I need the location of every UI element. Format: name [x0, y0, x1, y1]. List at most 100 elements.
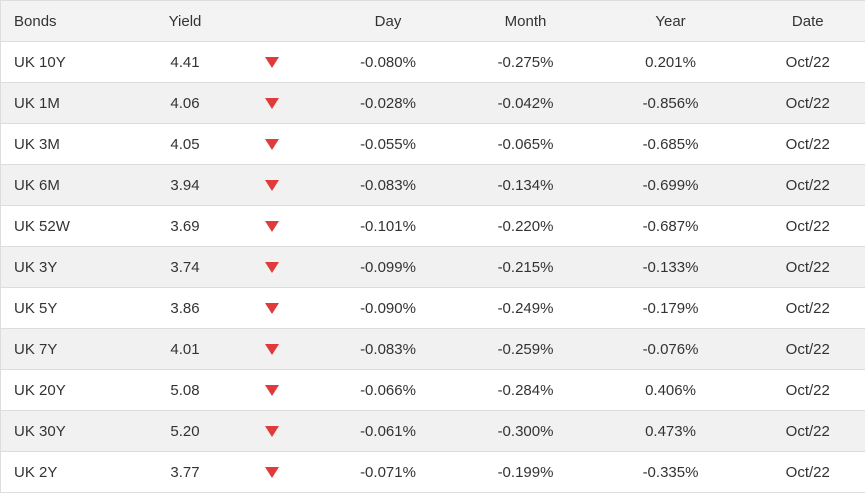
month-change-value: -0.259%: [460, 328, 591, 370]
down-arrow-icon: [264, 221, 279, 233]
date-value: Oct/22: [750, 82, 865, 124]
yield-value: 4.06: [142, 82, 228, 124]
bond-name-link[interactable]: UK 52W: [0, 205, 143, 247]
down-arrow-icon: [264, 303, 279, 315]
change-indicator-cell: [227, 246, 316, 288]
year-change-value: -0.179%: [590, 287, 751, 329]
down-arrow-icon: [264, 467, 279, 479]
down-arrow-icon: [264, 385, 279, 397]
table-row: UK 52W 3.69 -0.101% -0.220% -0.687% Oct/…: [0, 205, 865, 247]
year-change-value: -0.076%: [590, 328, 751, 370]
table-header: Bonds Yield Day Month Year Date: [0, 0, 865, 42]
yield-value: 3.86: [142, 287, 228, 329]
day-change-value: -0.071%: [315, 451, 461, 493]
month-change-value: -0.065%: [460, 123, 591, 165]
date-value: Oct/22: [750, 123, 865, 165]
day-change-value: -0.055%: [315, 123, 461, 165]
header-month: Month: [460, 0, 591, 42]
header-bonds: Bonds: [0, 0, 143, 42]
change-indicator-cell: [227, 287, 316, 329]
table-row: UK 2Y 3.77 -0.071% -0.199% -0.335% Oct/2…: [0, 451, 865, 493]
date-value: Oct/22: [750, 451, 865, 493]
month-change-value: -0.042%: [460, 82, 591, 124]
year-change-value: -0.335%: [590, 451, 751, 493]
month-change-value: -0.300%: [460, 410, 591, 452]
year-change-value: -0.685%: [590, 123, 751, 165]
yield-value: 5.20: [142, 410, 228, 452]
bond-table-body: UK 10Y 4.41 -0.080% -0.275% 0.201% Oct/2…: [0, 41, 865, 493]
down-arrow-icon: [264, 426, 279, 438]
yield-value: 3.69: [142, 205, 228, 247]
down-arrow-icon: [264, 57, 279, 69]
day-change-value: -0.083%: [315, 164, 461, 206]
yield-value: 5.08: [142, 369, 228, 411]
year-change-value: 0.473%: [590, 410, 751, 452]
year-change-value: 0.406%: [590, 369, 751, 411]
date-value: Oct/22: [750, 369, 865, 411]
bond-name-link[interactable]: UK 20Y: [0, 369, 143, 411]
year-change-value: -0.699%: [590, 164, 751, 206]
header-row: Bonds Yield Day Month Year Date: [0, 0, 865, 42]
bond-name-link[interactable]: UK 5Y: [0, 287, 143, 329]
date-value: Oct/22: [750, 287, 865, 329]
year-change-value: -0.133%: [590, 246, 751, 288]
change-indicator-cell: [227, 451, 316, 493]
bond-name-link[interactable]: UK 10Y: [0, 41, 143, 83]
table-row: UK 5Y 3.86 -0.090% -0.249% -0.179% Oct/2…: [0, 287, 865, 329]
month-change-value: -0.215%: [460, 246, 591, 288]
header-yield: Yield: [142, 0, 228, 42]
day-change-value: -0.066%: [315, 369, 461, 411]
bond-name-link[interactable]: UK 3M: [0, 123, 143, 165]
change-indicator-cell: [227, 82, 316, 124]
bond-name-link[interactable]: UK 30Y: [0, 410, 143, 452]
down-arrow-icon: [264, 180, 279, 192]
table-row: UK 1M 4.06 -0.028% -0.042% -0.856% Oct/2…: [0, 82, 865, 124]
down-arrow-icon: [264, 98, 279, 110]
change-indicator-cell: [227, 410, 316, 452]
down-arrow-icon: [264, 344, 279, 356]
change-indicator-cell: [227, 205, 316, 247]
bond-name-link[interactable]: UK 6M: [0, 164, 143, 206]
change-indicator-cell: [227, 123, 316, 165]
day-change-value: -0.090%: [315, 287, 461, 329]
yield-value: 4.05: [142, 123, 228, 165]
down-arrow-icon: [264, 139, 279, 151]
header-date: Date: [750, 0, 865, 42]
date-value: Oct/22: [750, 328, 865, 370]
year-change-value: -0.856%: [590, 82, 751, 124]
header-year: Year: [590, 0, 751, 42]
year-change-value: 0.201%: [590, 41, 751, 83]
change-indicator-cell: [227, 41, 316, 83]
date-value: Oct/22: [750, 205, 865, 247]
bond-name-link[interactable]: UK 3Y: [0, 246, 143, 288]
change-indicator-cell: [227, 164, 316, 206]
change-indicator-cell: [227, 369, 316, 411]
yield-value: 4.01: [142, 328, 228, 370]
yield-value: 3.94: [142, 164, 228, 206]
month-change-value: -0.275%: [460, 41, 591, 83]
table-row: UK 3M 4.05 -0.055% -0.065% -0.685% Oct/2…: [0, 123, 865, 165]
month-change-value: -0.134%: [460, 164, 591, 206]
table-row: UK 10Y 4.41 -0.080% -0.275% 0.201% Oct/2…: [0, 41, 865, 83]
day-change-value: -0.101%: [315, 205, 461, 247]
month-change-value: -0.199%: [460, 451, 591, 493]
month-change-value: -0.284%: [460, 369, 591, 411]
bond-name-link[interactable]: UK 1M: [0, 82, 143, 124]
bond-name-link[interactable]: UK 2Y: [0, 451, 143, 493]
date-value: Oct/22: [750, 164, 865, 206]
day-change-value: -0.028%: [315, 82, 461, 124]
yield-value: 3.74: [142, 246, 228, 288]
table-row: UK 3Y 3.74 -0.099% -0.215% -0.133% Oct/2…: [0, 246, 865, 288]
day-change-value: -0.083%: [315, 328, 461, 370]
date-value: Oct/22: [750, 41, 865, 83]
yield-value: 3.77: [142, 451, 228, 493]
header-day: Day: [315, 0, 461, 42]
down-arrow-icon: [264, 262, 279, 274]
header-change-indicator: [227, 0, 316, 42]
day-change-value: -0.061%: [315, 410, 461, 452]
yield-value: 4.41: [142, 41, 228, 83]
bond-name-link[interactable]: UK 7Y: [0, 328, 143, 370]
month-change-value: -0.249%: [460, 287, 591, 329]
